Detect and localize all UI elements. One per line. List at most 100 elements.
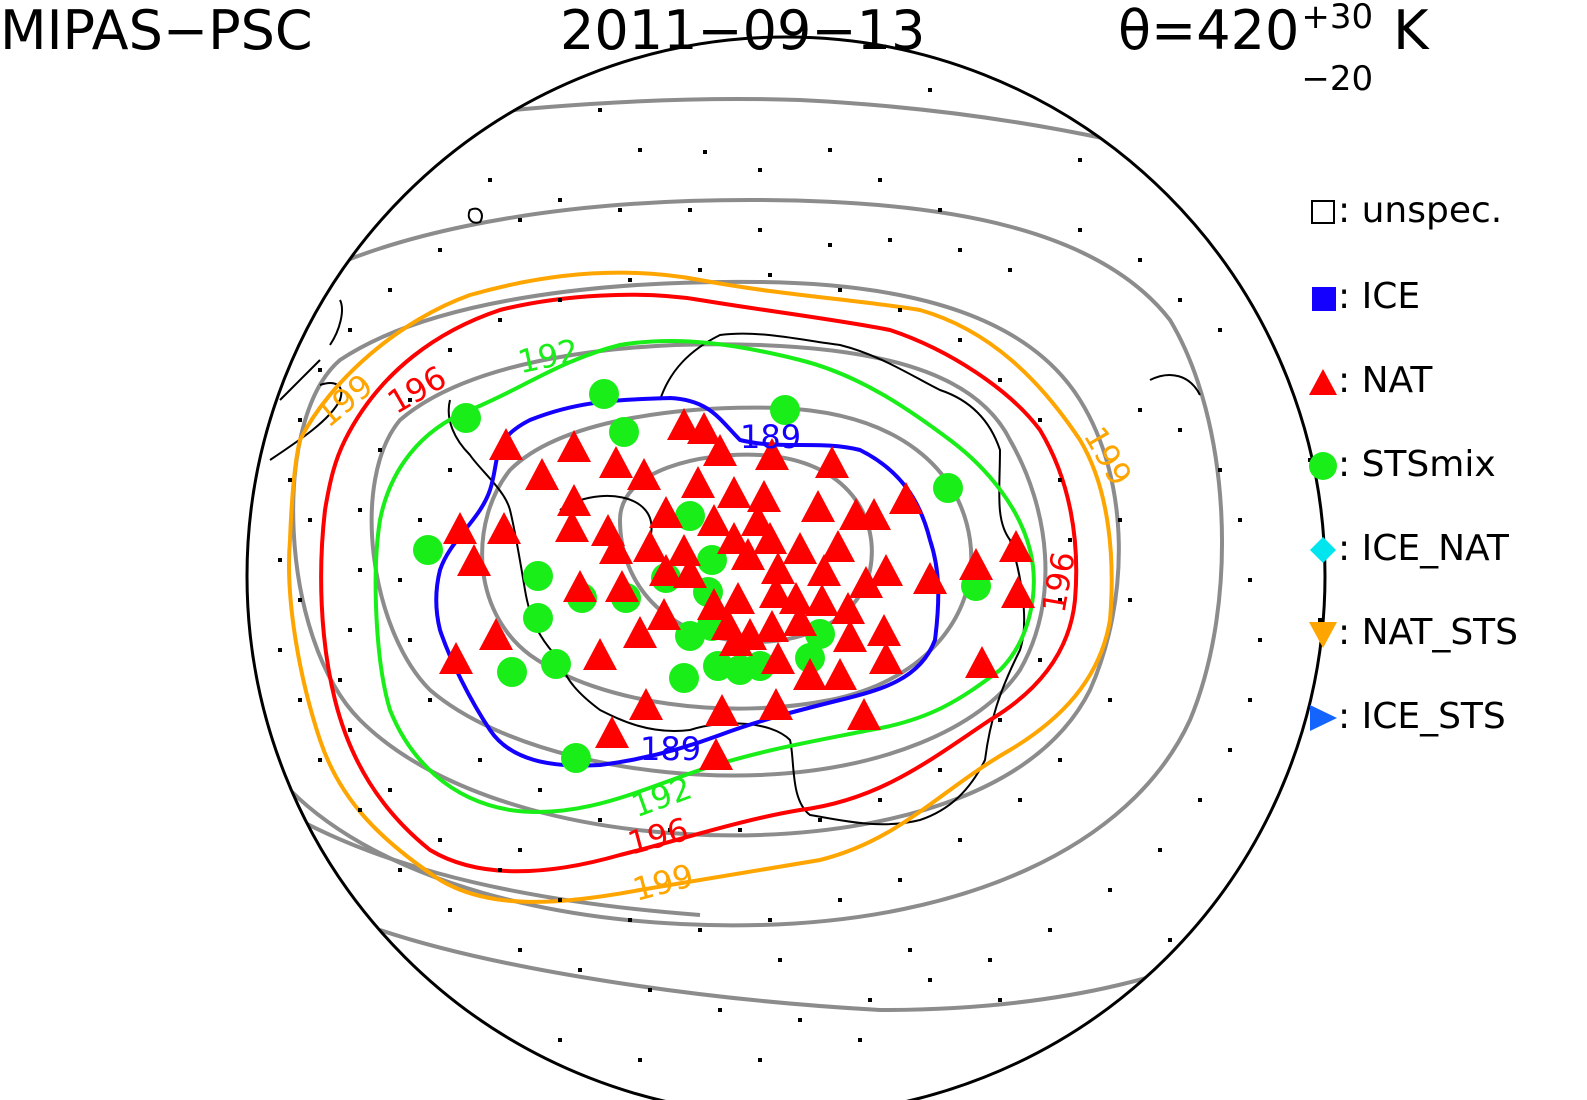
measurement-dot bbox=[1168, 938, 1172, 942]
measurement-dot bbox=[1248, 578, 1252, 582]
triangle-right-icon bbox=[1308, 701, 1338, 731]
measurement-dot bbox=[618, 208, 622, 212]
measurement-dot bbox=[448, 908, 452, 912]
measurement-dot bbox=[838, 288, 842, 292]
nat-marker bbox=[869, 642, 903, 674]
measurement-dot bbox=[938, 768, 942, 772]
stsmix-marker bbox=[609, 417, 639, 447]
contour-196 bbox=[319, 292, 1079, 874]
measurement-dot bbox=[448, 468, 452, 472]
contour-label: 196 bbox=[381, 358, 453, 421]
contour-label: 189 bbox=[640, 730, 701, 768]
measurement-dot bbox=[558, 898, 562, 902]
measurement-dot bbox=[1038, 658, 1042, 662]
nat-marker bbox=[805, 584, 839, 616]
nat-marker bbox=[703, 434, 737, 466]
measurement-dot bbox=[828, 243, 832, 247]
measurement-dot bbox=[1138, 258, 1142, 262]
gray-contour-line bbox=[480, 405, 974, 711]
nat-marker bbox=[697, 504, 731, 536]
stsmix-marker bbox=[933, 473, 963, 503]
gray-contour-line bbox=[291, 279, 1121, 838]
measurement-dot bbox=[988, 958, 992, 962]
nat-marker bbox=[673, 556, 707, 588]
measurement-dot bbox=[518, 948, 522, 952]
theta-unit: K bbox=[1393, 0, 1429, 62]
legend-label: : ICE_STS bbox=[1338, 695, 1506, 737]
measurement-dot bbox=[858, 1038, 862, 1042]
stsmix-marker bbox=[413, 535, 443, 565]
nat-marker bbox=[741, 504, 775, 536]
contour-label: 192 bbox=[514, 331, 582, 381]
measurement-dot bbox=[238, 518, 242, 522]
measurement-dot bbox=[478, 758, 482, 762]
measurement-dot bbox=[428, 698, 432, 702]
nat-marker bbox=[999, 530, 1033, 562]
nat-marker bbox=[647, 598, 681, 630]
measurement-dot bbox=[958, 838, 962, 842]
stsmix-marker bbox=[669, 663, 699, 693]
measurement-dot bbox=[1078, 158, 1082, 162]
measurement-dot bbox=[1228, 748, 1232, 752]
measurement-dot bbox=[638, 148, 642, 152]
measurement-dot bbox=[418, 518, 422, 522]
nat-marker bbox=[599, 446, 633, 478]
measurement-dot bbox=[348, 728, 352, 732]
measurement-dot bbox=[1128, 598, 1132, 602]
stsmix-marker bbox=[523, 603, 553, 633]
measurement-dot bbox=[1108, 698, 1112, 702]
nat-marker bbox=[563, 570, 597, 602]
nat-marker bbox=[717, 476, 751, 508]
theta-range: +30 −20 bbox=[1301, 0, 1373, 96]
nat-marker bbox=[753, 522, 787, 554]
nat-marker bbox=[889, 482, 923, 514]
measurement-dot bbox=[558, 198, 562, 202]
measurement-dot bbox=[408, 638, 412, 642]
nat-marker bbox=[667, 534, 701, 566]
nat-marker bbox=[627, 458, 661, 490]
measurement-dot bbox=[868, 998, 872, 1002]
nat-marker bbox=[823, 658, 857, 690]
legend-item-nat: : NAT bbox=[1308, 360, 1432, 401]
measurement-dot bbox=[438, 838, 442, 842]
measurement-dot bbox=[738, 828, 742, 832]
legend-label: : NAT_STS bbox=[1338, 611, 1519, 653]
nat-marker bbox=[457, 544, 491, 576]
legend-label: : ICE bbox=[1338, 275, 1421, 317]
triangle-up-icon bbox=[1308, 365, 1338, 395]
gray-contour-line bbox=[369, 342, 1048, 778]
measurement-dot bbox=[308, 518, 312, 522]
nat-marker bbox=[783, 532, 817, 564]
measurement-dot bbox=[518, 848, 522, 852]
plot-title-theta: θ=420 +30 −20 K bbox=[1118, 0, 1429, 96]
nat-marker bbox=[1001, 576, 1035, 608]
measurement-dot bbox=[888, 238, 892, 242]
measurement-dot bbox=[358, 808, 362, 812]
stsmix-marker bbox=[523, 561, 553, 591]
nat-marker bbox=[965, 646, 999, 678]
square-open-icon bbox=[1308, 195, 1338, 225]
measurement-dot bbox=[718, 1008, 722, 1012]
nat-marker bbox=[801, 490, 835, 522]
measurement-dot bbox=[1048, 928, 1052, 932]
measurement-dot bbox=[758, 168, 762, 172]
nat-marker bbox=[633, 530, 667, 562]
measurement-dot bbox=[438, 248, 442, 252]
measurement-dot bbox=[1318, 618, 1322, 622]
measurement-dot bbox=[388, 788, 392, 792]
measurement-dot bbox=[1238, 518, 1242, 522]
measurement-dot bbox=[1178, 428, 1182, 432]
measurement-dot bbox=[698, 268, 702, 272]
nat-marker bbox=[783, 604, 817, 636]
measurement-dot bbox=[538, 788, 542, 792]
stsmix-marker bbox=[451, 403, 481, 433]
measurement-dot bbox=[668, 828, 672, 832]
measurement-dot bbox=[398, 868, 402, 872]
measurement-dot bbox=[398, 578, 402, 582]
measurement-dot bbox=[998, 998, 1002, 1002]
nat-marker bbox=[649, 496, 683, 528]
nat-marker bbox=[847, 698, 881, 730]
stsmix-marker bbox=[770, 395, 800, 425]
nat-markers bbox=[439, 408, 1035, 770]
